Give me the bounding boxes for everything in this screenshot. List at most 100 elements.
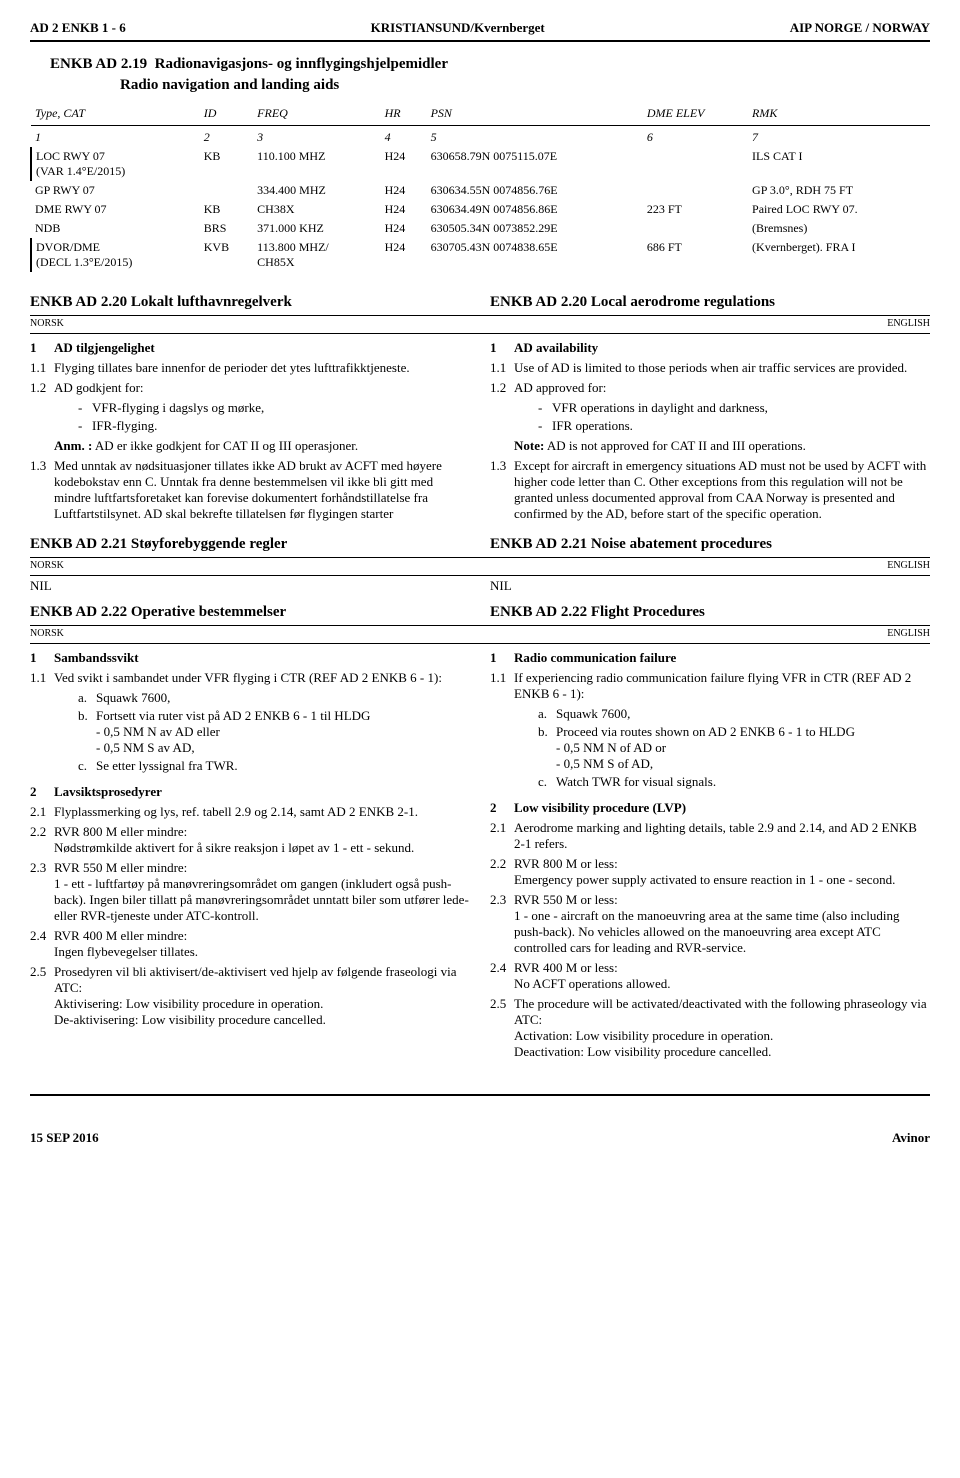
sec222-headings: ENKB AD 2.22 Operative bestemmelser ENKB… [30,594,930,623]
table-cell: GP RWY 07 [31,181,200,200]
coln-7: 7 [748,128,930,147]
table-colnum-row: 1 2 3 4 5 6 7 [31,128,930,147]
table-cell: Paired LOC RWY 07. [748,200,930,219]
sec220-rule2 [30,333,930,334]
sec222-left-col: 1Sambandssvikt 1.1Ved svikt i sambandet … [30,646,470,1064]
nil-right: NIL [490,578,930,594]
table-cell [643,147,748,181]
l222-23: RVR 550 M eller mindre: 1 - ett - luftfa… [54,860,470,924]
table-row: DVOR/DME (DECL 1.3°E/2015)KVB113.800 MHZ… [31,238,930,272]
coln-4: 4 [381,128,427,147]
sec222-lang: NORSK ENGLISH [30,628,930,641]
sec220-lang: NORSK ENGLISH [30,318,930,331]
l-notetxt: AD er ikke godkjent for CAT II og III op… [95,438,358,453]
sec220-right-head: ENKB AD 2.20 Local aerodrome regulations [490,294,930,311]
table-cell: 334.400 MHZ [253,181,380,200]
header-left: AD 2 ENKB 1 - 6 [30,20,126,36]
th-id: ID [200,104,253,123]
lang-english: ENGLISH [490,318,930,329]
sec220-left-head: ENKB AD 2.20 Lokalt lufthavnregelverk [30,294,470,311]
sec219-num: ENKB AD 2.19 [50,56,147,72]
table-cell: 371.000 KHZ [253,219,380,238]
radio-nav-table: Type, CAT ID FREQ HR PSN DME ELEV RMK 1 … [30,104,930,272]
r222-25: The procedure will be activated/deactiva… [514,996,930,1060]
r222-11b: Proceed via routes shown on AD 2 ENKB 6 … [556,724,855,772]
nil-left: NIL [30,578,470,594]
table-cell: 110.100 MHZ [253,147,380,181]
table-cell: DVOR/DME (DECL 1.3°E/2015) [31,238,200,272]
coln-1: 1 [31,128,200,147]
r-11: Use of AD is limited to those periods wh… [514,360,930,376]
th-type: Type, CAT [31,104,200,123]
table-cell: H24 [381,181,427,200]
r-1: AD availability [514,340,930,356]
l222-11b: Fortsett via ruter vist på AD 2 ENKB 6 -… [96,708,370,756]
page-footer: 15 SEP 2016 Avinor [30,1126,930,1146]
sec219-title: ENKB AD 2.19 Radionavigasjons- og innfly… [50,56,930,73]
r222-11a: Squawk 7600, [556,706,630,722]
l-13: Med unntak av nødsituasjoner tillates ik… [54,458,470,522]
r-notetxt: AD is not approved for CAT II and III op… [547,438,806,453]
table-cell: KB [200,200,253,219]
l222-21: Flyplassmerking og lys, ref. tabell 2.9 … [54,804,470,820]
table-row: GP RWY 07334.400 MHZH24630634.55N 007485… [31,181,930,200]
page-header: AD 2 ENKB 1 - 6 KRISTIANSUND/Kvernberget… [30,20,930,36]
th-psn: PSN [427,104,643,123]
table-cell [643,219,748,238]
r-12b: IFR operations. [552,418,633,434]
l222-1: Sambandssvikt [54,650,470,666]
l-12: AD godkjent for: [54,380,470,396]
l-note: Anm. : [54,438,92,453]
table-header-row: Type, CAT ID FREQ HR PSN DME ELEV RMK [31,104,930,123]
coln-5: 5 [427,128,643,147]
r222-24: RVR 400 M or less: No ACFT operations al… [514,960,930,992]
l-1: AD tilgjengelighet [54,340,470,356]
table-rule [31,125,930,126]
table-cell: KVB [200,238,253,272]
th-dme: DME ELEV [643,104,748,123]
sec221-headings: ENKB AD 2.21 Støyforebyggende regler ENK… [30,526,930,555]
sec222-rule2 [30,643,930,644]
lang-norsk-222: NORSK [30,628,470,639]
sec221-rule2 [30,575,930,576]
table-cell: CH38X [253,200,380,219]
sec219-subtitle: Radio navigation and landing aids [120,77,930,94]
sec220-right-col: 1AD availability 1.1Use of AD is limited… [490,336,930,526]
sec222-body: 1Sambandssvikt 1.1Ved svikt i sambandet … [30,646,930,1064]
table-cell: H24 [381,219,427,238]
table-cell: 630505.34N 0073852.29E [427,219,643,238]
lang-english-221: ENGLISH [490,560,930,571]
l-12b: IFR-flyging. [92,418,157,434]
r222-21: Aerodrome marking and lighting details, … [514,820,930,852]
table-row: DME RWY 07KBCH38XH24630634.49N 0074856.8… [31,200,930,219]
table-cell: 113.800 MHZ/ CH85X [253,238,380,272]
table-cell: H24 [381,200,427,219]
r-note: Note: [514,438,544,453]
l222-25: Prosedyren vil bli aktivisert/de-aktivis… [54,964,470,1028]
coln-3: 3 [253,128,380,147]
sec220-body: 1AD tilgjengelighet 1.1Flyging tillates … [30,336,930,526]
header-right: AIP NORGE / NORWAY [790,20,930,36]
r222-11: If experiencing radio communication fail… [514,670,930,702]
footer-right: Avinor [892,1130,930,1146]
table-cell: KB [200,147,253,181]
header-center: KRISTIANSUND/Kvernberget [371,20,545,36]
l222-22: RVR 800 M eller mindre: Nødstrømkilde ak… [54,824,470,856]
lang-english-222: ENGLISH [490,628,930,639]
sec221-body: NIL NIL [30,578,930,594]
l-11: Flyging tillates bare innenfor de period… [54,360,470,376]
header-rule [30,40,930,42]
table-row: NDBBRS371.000 KHZH24630505.34N 0073852.2… [31,219,930,238]
table-cell: 686 FT [643,238,748,272]
table-row: LOC RWY 07 (VAR 1.4°E/2015)KB110.100 MHZ… [31,147,930,181]
th-hr: HR [381,104,427,123]
table-cell: 223 FT [643,200,748,219]
sec221-lang: NORSK ENGLISH [30,560,930,573]
l222-11a: Squawk 7600, [96,690,170,706]
table-cell: BRS [200,219,253,238]
table-cell: H24 [381,147,427,181]
r222-22: RVR 800 M or less: Emergency power suppl… [514,856,930,888]
th-rmk: RMK [748,104,930,123]
table-cell [200,181,253,200]
sec219-txt1: Radionavigasjons- og innflygingshjelpemi… [155,56,448,72]
